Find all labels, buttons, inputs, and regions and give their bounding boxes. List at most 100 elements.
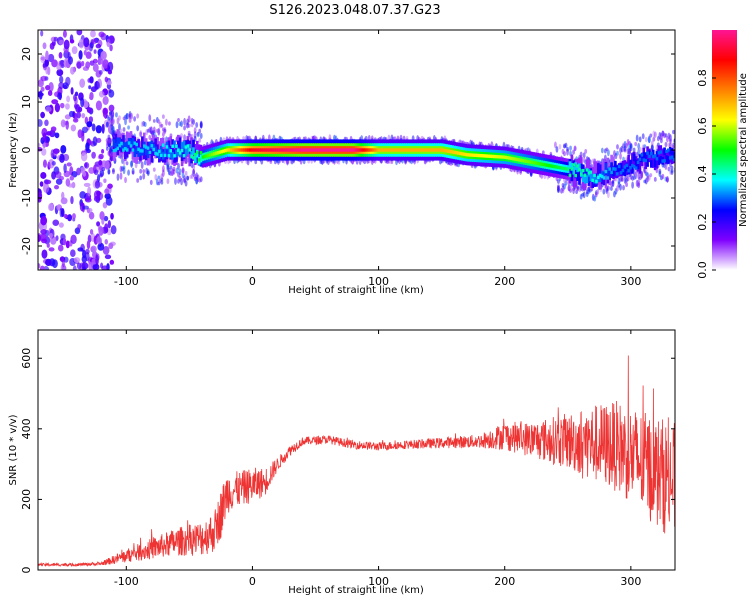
colorbar-gradient (712, 30, 737, 270)
heatmap-cell (634, 159, 638, 168)
heatmap-cell (98, 153, 104, 160)
heatmap-cell (593, 161, 596, 183)
heatmap-cell (595, 161, 598, 183)
heatmap-cell (127, 140, 131, 155)
heatmap-cell (44, 119, 49, 127)
heatmap-cell (598, 174, 602, 183)
heatmap-cell (70, 249, 76, 257)
heatmap-cell (574, 173, 577, 178)
heatmap-cell (52, 148, 60, 154)
heatmap-cell (198, 128, 202, 134)
heatmap-cell (49, 129, 56, 138)
heatmap-cell (267, 148, 271, 152)
heatmap-cell (581, 174, 585, 183)
heatmap-cell (634, 141, 638, 147)
heatmap-cell (220, 149, 224, 154)
heatmap-cell (286, 148, 290, 152)
heatmap-cell (631, 181, 635, 189)
heatmap-cell (182, 140, 186, 149)
heatmap-cell (457, 151, 460, 155)
heatmap-cell (171, 151, 174, 160)
heatmap-cell (652, 136, 656, 142)
heatmap-cell (181, 168, 185, 174)
heatmap-cell (152, 167, 156, 172)
heatmap-cell (91, 123, 96, 132)
heatmap-cell (653, 177, 657, 182)
heatmap-cell (566, 167, 570, 171)
heatmap-cell (528, 160, 532, 164)
heatmap-cell (237, 148, 241, 152)
heatmap-cell (629, 143, 633, 152)
heatmap-cell (70, 87, 74, 95)
colorbar-tick-label: 0.0 (696, 261, 709, 279)
heatmap-cell (107, 183, 113, 189)
heatmap-cell (146, 150, 150, 159)
heatmap-cell (41, 148, 47, 156)
heatmap-cell (80, 167, 86, 174)
heatmap-cell (517, 158, 521, 162)
x-tick-label: 0 (249, 575, 256, 588)
heatmap-cell (38, 91, 41, 98)
heatmap-cell (438, 148, 441, 152)
heatmap-cell (282, 148, 286, 152)
heatmap-cell (646, 151, 649, 155)
heatmap-cell (658, 170, 662, 178)
heatmap-cell (150, 144, 154, 148)
x-tick-label: 300 (620, 275, 641, 288)
heatmap-cell (591, 174, 594, 182)
heatmap-cell (638, 160, 642, 174)
heatmap-cell (38, 142, 41, 148)
heatmap-cell (650, 140, 654, 147)
heatmap-cell (600, 170, 604, 179)
heatmap-cell (593, 175, 596, 184)
heatmap-cell (104, 76, 109, 83)
heatmap-cell (167, 147, 171, 156)
heatmap-cell (317, 148, 320, 152)
heatmap-cell (635, 134, 639, 142)
heatmap-cell (606, 176, 610, 180)
colorbar-tick-label: 0.4 (696, 165, 709, 183)
heatmap-cell (451, 150, 454, 154)
heatmap-cell (589, 173, 593, 182)
heatmap-cell (92, 136, 98, 147)
heatmap-cell (142, 169, 146, 174)
heatmap-cell (107, 116, 111, 121)
heatmap-cell (390, 148, 394, 152)
heatmap-cell (40, 229, 47, 235)
heatmap-cell (65, 240, 70, 249)
heatmap-cell (337, 148, 341, 152)
heatmap-cell (180, 177, 183, 186)
heatmap-cell (651, 149, 655, 158)
heatmap-cell (602, 188, 606, 195)
heatmap-cell (51, 161, 56, 166)
heatmap-cell (104, 223, 109, 234)
heatmap-cell (98, 159, 103, 166)
heatmap-cell (109, 157, 112, 163)
heatmap-cell (545, 163, 549, 167)
heatmap-cell (553, 165, 557, 169)
heatmap-cell (574, 162, 577, 170)
heatmap-cell (669, 142, 672, 149)
heatmap-cell (94, 180, 101, 189)
heatmap-cell (519, 158, 523, 162)
heatmap-cell (165, 145, 169, 160)
heatmap-cell (171, 144, 174, 148)
heatmap-cell (576, 167, 579, 182)
heatmap-cell (183, 175, 186, 183)
heatmap-cell (458, 151, 462, 156)
heatmap-cell (644, 152, 647, 160)
heatmap-cell (148, 141, 152, 150)
heatmap-cell (538, 162, 542, 166)
heatmap-cell (72, 213, 76, 220)
heatmap-cell (453, 150, 456, 155)
heatmap-cell (92, 63, 99, 73)
heatmap-cell (383, 148, 386, 152)
heatmap-cell (264, 148, 267, 152)
heatmap-cell (258, 148, 261, 152)
heatmap-cell (163, 153, 167, 158)
heatmap-cell (296, 148, 299, 152)
heatmap-cell (45, 84, 51, 91)
heatmap-cell (65, 76, 71, 86)
heatmap-cell (598, 164, 602, 178)
y-tick-label: 200 (20, 489, 33, 510)
